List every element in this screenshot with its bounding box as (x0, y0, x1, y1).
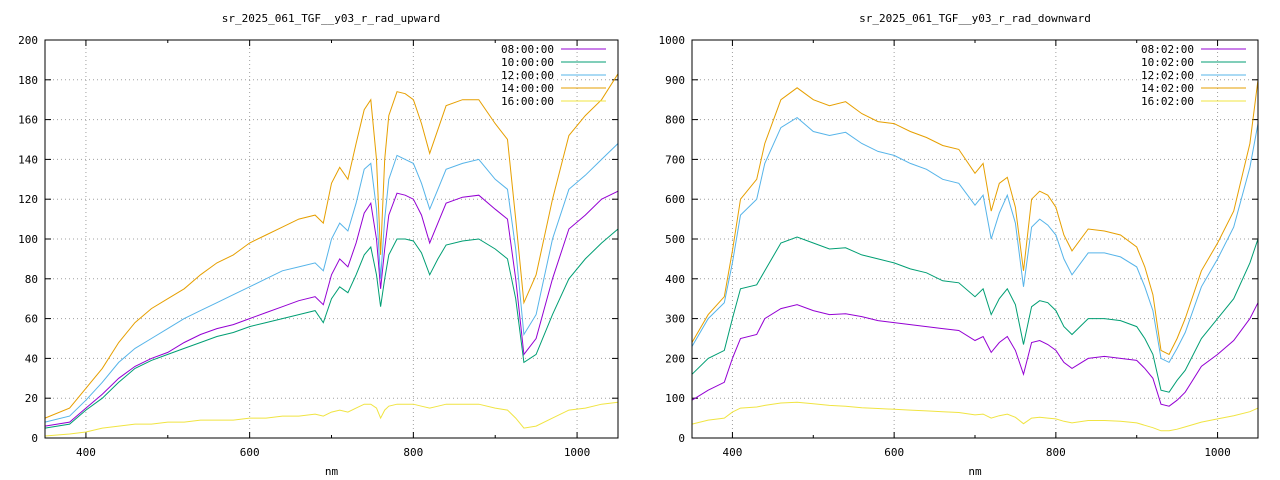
y-tick-label: 0 (678, 432, 685, 445)
x-tick-label: 400 (76, 446, 96, 459)
x-tick-label: 600 (884, 446, 904, 459)
y-tick-label: 140 (18, 153, 38, 166)
y-tick-label: 300 (665, 313, 685, 326)
series-line-3 (44, 143, 619, 423)
y-tick-label: 900 (665, 74, 685, 87)
series-line-4 (691, 79, 1259, 356)
x-tick-label: 1000 (1204, 446, 1231, 459)
series-line-5 (44, 401, 619, 437)
y-tick-label: 600 (665, 193, 685, 206)
legend-label: 12:02:00 (1141, 69, 1194, 82)
y-tick-label: 200 (665, 352, 685, 365)
series-line-1 (691, 302, 1259, 407)
y-tick-label: 120 (18, 193, 38, 206)
chart-panel-1: sr_2025_061_TGF__y03_r_rad_upward 0 20 40 60… (18, 12, 619, 478)
legend-label: 10:00:00 (501, 56, 554, 69)
legend-label: 14:02:00 (1141, 82, 1194, 95)
chart-title: sr_2025_061_TGF__y03_r_rad_upward (222, 12, 441, 25)
y-tick-label: 100 (18, 233, 38, 246)
y-tick-label: 800 (665, 114, 685, 127)
series-line-2 (691, 236, 1259, 393)
y-tick-label: 180 (18, 74, 38, 87)
chart-title: sr_2025_061_TGF__y03_r_rad_downward (859, 12, 1091, 25)
series-line-5 (691, 401, 1259, 432)
y-tick-label: 0 (31, 432, 38, 445)
y-tick-label: 1000 (659, 34, 686, 47)
y-tick-label: 160 (18, 114, 38, 127)
x-tick-label: 1000 (564, 446, 591, 459)
legend-label: 16:00:00 (501, 95, 554, 108)
legend-label: 16:02:00 (1141, 95, 1194, 108)
y-tick-label: 100 (665, 392, 685, 405)
plot-frame (691, 39, 1259, 439)
x-axis-label: nm (325, 465, 339, 478)
legend-label: 12:00:00 (501, 69, 554, 82)
y-tick-label: 400 (665, 273, 685, 286)
legend-label: 08:02:00 (1141, 43, 1194, 56)
series-line-3 (691, 116, 1259, 364)
series-line-2 (44, 228, 619, 429)
series-line-1 (44, 190, 619, 427)
y-tick-label: 80 (25, 273, 38, 286)
x-tick-label: 800 (403, 446, 423, 459)
x-axis-label: nm (968, 465, 982, 478)
x-tick-label: 400 (722, 446, 742, 459)
y-tick-label: 40 (25, 352, 38, 365)
legend-label: 10:02:00 (1141, 56, 1194, 69)
y-tick-label: 500 (665, 233, 685, 246)
chart-panel-2: sr_2025_061_TGF__y03_r_rad_downward 0 100 2… (659, 12, 1259, 478)
series-line-4 (44, 73, 619, 419)
y-tick-label: 20 (25, 392, 38, 405)
x-tick-label: 800 (1046, 446, 1066, 459)
y-tick-label: 700 (665, 153, 685, 166)
legend-label: 08:00:00 (501, 43, 554, 56)
x-tick-label: 600 (240, 446, 260, 459)
y-tick-label: 60 (25, 313, 38, 326)
plot-frame (44, 39, 619, 439)
legend-label: 14:00:00 (501, 82, 554, 95)
y-tick-label: 200 (18, 34, 38, 47)
